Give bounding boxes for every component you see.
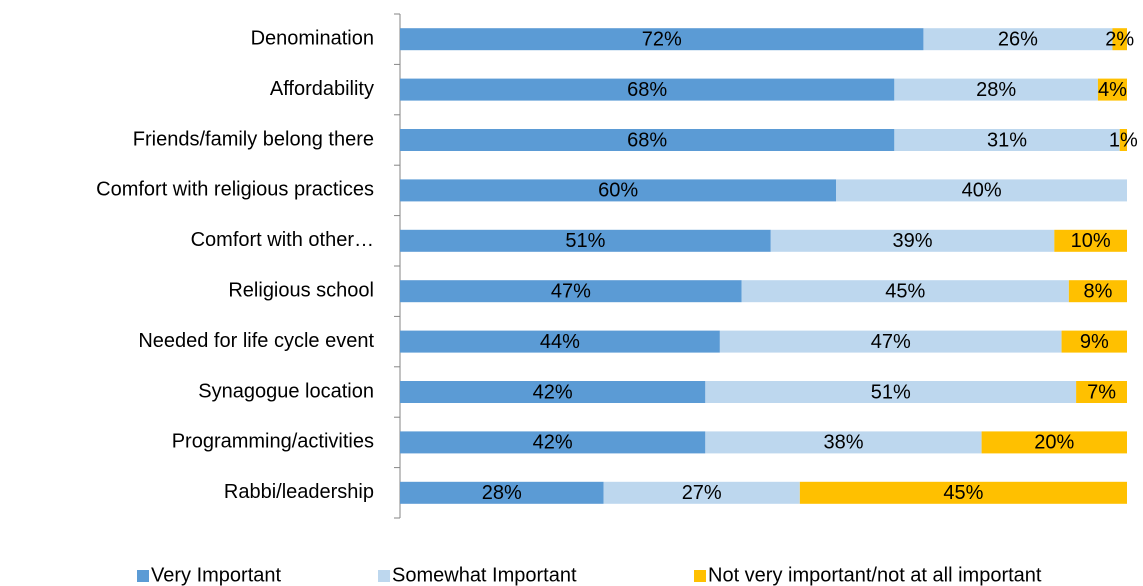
legend-swatch xyxy=(694,570,706,582)
bar-segment xyxy=(400,431,706,454)
bar-segment xyxy=(705,431,982,454)
bar-segment xyxy=(400,280,742,303)
value-label: 39% xyxy=(893,230,933,252)
bar-segment xyxy=(799,481,1127,504)
bar-segment xyxy=(1076,381,1127,403)
value-label: 38% xyxy=(823,432,863,454)
legend-label: Somewhat Important xyxy=(392,564,577,586)
bar-segment xyxy=(741,280,1069,303)
bar-segment xyxy=(1097,78,1127,101)
bar-segment xyxy=(923,28,1113,51)
bar-segment xyxy=(770,229,1055,252)
bar-segment xyxy=(1112,28,1127,51)
category-label: Comfort with religious practices xyxy=(96,179,374,201)
value-label: 26% xyxy=(998,28,1038,50)
category-label: Needed for life cycle event xyxy=(138,330,374,352)
value-label: 42% xyxy=(533,381,573,403)
category-label: Programming/activities xyxy=(172,431,374,453)
legend-swatch xyxy=(137,570,149,582)
value-label: 28% xyxy=(482,482,522,504)
value-label: 51% xyxy=(871,381,911,403)
category-label: Affordability xyxy=(270,78,374,100)
value-label: 60% xyxy=(598,180,638,202)
value-label: 7% xyxy=(1087,381,1116,403)
bar-segment xyxy=(400,229,771,252)
value-label: 20% xyxy=(1034,432,1074,454)
bar-segment xyxy=(894,78,1098,101)
bar-segment xyxy=(1068,280,1127,303)
bar-segment xyxy=(400,481,604,504)
bar-segment xyxy=(705,381,1077,403)
bar-segment xyxy=(400,129,895,151)
value-label: 4% xyxy=(1098,79,1127,101)
value-label: 10% xyxy=(1071,230,1111,252)
value-label: 72% xyxy=(642,28,682,50)
bar-segment xyxy=(603,481,800,504)
category-label: Religious school xyxy=(228,279,374,301)
category-label: Friends/family belong there xyxy=(133,128,374,150)
value-label: 8% xyxy=(1083,280,1112,302)
bar-segment xyxy=(1119,129,1127,151)
bar-segment xyxy=(1054,229,1127,252)
value-label: 47% xyxy=(551,280,591,302)
value-label: 68% xyxy=(627,129,667,151)
bar-segment xyxy=(400,179,837,202)
value-label: 1% xyxy=(1109,129,1138,151)
category-label: Denomination xyxy=(251,27,374,49)
value-label: 45% xyxy=(943,482,983,504)
bar-segment xyxy=(400,78,895,101)
legend-label: Not very important/not at all important xyxy=(708,564,1042,586)
bar-segment xyxy=(400,330,720,353)
value-label: 2% xyxy=(1105,28,1134,50)
legend-label: Very Important xyxy=(151,564,282,586)
value-label: 47% xyxy=(871,331,911,353)
bar-segment xyxy=(894,129,1120,151)
category-label: Comfort with other… xyxy=(191,229,374,251)
bar-segment xyxy=(400,28,924,51)
category-label: Synagogue location xyxy=(198,380,374,402)
legend-swatch xyxy=(378,570,390,582)
value-label: 68% xyxy=(627,79,667,101)
value-label: 31% xyxy=(987,129,1027,151)
value-label: 45% xyxy=(885,280,925,302)
value-label: 28% xyxy=(976,79,1016,101)
bar-segment xyxy=(836,179,1127,202)
value-label: 40% xyxy=(962,180,1002,202)
value-label: 42% xyxy=(533,432,573,454)
value-label: 27% xyxy=(682,482,722,504)
value-label: 9% xyxy=(1080,331,1109,353)
value-label: 51% xyxy=(565,230,605,252)
category-label: Rabbi/leadership xyxy=(224,481,374,503)
bar-segment xyxy=(719,330,1062,353)
bar-segment xyxy=(1061,330,1127,353)
value-label: 44% xyxy=(540,331,580,353)
bar-segment xyxy=(981,431,1127,454)
bar-segment xyxy=(400,381,706,403)
